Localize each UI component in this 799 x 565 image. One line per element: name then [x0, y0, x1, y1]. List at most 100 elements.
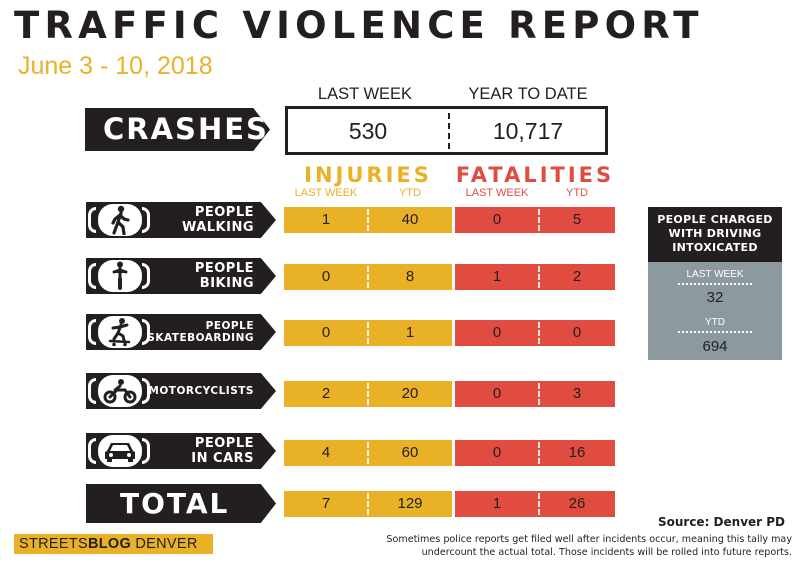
- dui-ytd-value: 694: [702, 338, 728, 355]
- fatalities-last-week-subheader: LAST WEEK: [465, 187, 529, 199]
- row-label-motorcyclists: MOTORCYCLISTS: [86, 373, 276, 409]
- row-line2: MOTORCYCLISTS: [148, 385, 254, 397]
- motorcyclists-injuries-last-week: 2: [284, 381, 368, 407]
- divider: [538, 383, 540, 405]
- cars-injuries-ytd: 60: [368, 440, 452, 466]
- biking-fatalities-last-week: 1: [455, 264, 539, 290]
- motorcycle-icon: [98, 375, 142, 407]
- divider: [367, 209, 369, 231]
- row-line1: PEOPLE: [194, 261, 254, 276]
- dui-panel: PEOPLE CHARGED WITH DRIVING INTOXICATED …: [648, 207, 782, 360]
- bracket-left: [88, 378, 96, 404]
- footnote-line2: undercount the actual total. Those incid…: [421, 547, 792, 558]
- crashes-label: CRASHES: [85, 108, 270, 151]
- cars-injuries-last-week: 4: [284, 440, 368, 466]
- row-text: MOTORCYCLISTS: [148, 373, 254, 409]
- logo-part1: STREETS: [19, 536, 88, 552]
- total-fatalities-ytd: 26: [539, 491, 615, 517]
- row-line2: BIKING: [199, 276, 254, 291]
- cyclist-icon: [98, 260, 142, 292]
- divider: [367, 442, 369, 464]
- row-label-skateboarding: PEOPLE SKATEBOARDING: [86, 314, 276, 350]
- bracket-left: [88, 263, 96, 289]
- injuries-header: INJURIES: [304, 163, 432, 187]
- source-credit: Source: Denver PD: [657, 515, 785, 529]
- row-line1: PEOPLE: [194, 205, 254, 220]
- divider: [538, 209, 540, 231]
- crashes-ytd-header: YEAR TO DATE: [468, 85, 588, 103]
- skateboarding-fatalities-last-week: 0: [455, 320, 539, 346]
- row-line1: PEOPLE: [205, 320, 254, 332]
- skateboarding-injuries-last-week: 0: [284, 320, 368, 346]
- crashes-last-week-header: LAST WEEK: [317, 85, 413, 103]
- dui-last-week-label: LAST WEEK: [686, 269, 744, 280]
- row-text: PEOPLE BIKING: [195, 258, 254, 294]
- streetsblog-logo: STREETSBLOG DENVER: [14, 534, 213, 554]
- bracket-right: [142, 438, 150, 464]
- row-label-cars: PEOPLE IN CARS: [86, 433, 276, 469]
- motorcyclists-fatalities-last-week: 0: [455, 381, 539, 407]
- dui-heading: PEOPLE CHARGED WITH DRIVING INTOXICATED: [648, 207, 782, 262]
- total-fatalities-last-week: 1: [455, 491, 539, 517]
- logo-part2: BLOG: [87, 536, 132, 552]
- dui-heading-line3: INTOXICATED: [672, 241, 758, 254]
- skateboarder-icon: [98, 316, 142, 348]
- divider: [367, 322, 369, 344]
- dui-divider: [678, 283, 752, 285]
- logo-part3: DENVER: [131, 536, 198, 552]
- car-icon: [98, 435, 142, 467]
- bracket-right: [142, 378, 150, 404]
- biking-fatalities-ytd: 2: [539, 264, 615, 290]
- total-label: TOTAL: [86, 484, 276, 523]
- dui-last-week-value: 32: [706, 289, 724, 306]
- dui-heading-line2: WITH DRIVING: [668, 227, 762, 240]
- report-title: TRAFFIC VIOLENCE REPORT: [14, 4, 704, 47]
- pedestrian-icon: [98, 204, 142, 236]
- row-text: PEOPLE WALKING: [182, 202, 254, 238]
- dui-divider: [678, 331, 752, 333]
- row-text: PEOPLE SKATEBOARDING: [147, 314, 254, 350]
- divider: [538, 442, 540, 464]
- bracket-right: [142, 207, 150, 233]
- motorcyclists-fatalities-ytd: 3: [539, 381, 615, 407]
- divider: [538, 322, 540, 344]
- walking-fatalities-ytd: 5: [539, 207, 615, 233]
- report-date: June 3 - 10, 2018: [18, 52, 213, 80]
- row-line2: SKATEBOARDING: [147, 332, 254, 344]
- biking-injuries-last-week: 0: [284, 264, 368, 290]
- footnote: Sometimes police reports get filed well …: [300, 533, 792, 559]
- row-label-walking: PEOPLE WALKING: [86, 202, 276, 238]
- fatalities-header: FATALITIES: [455, 163, 615, 187]
- walking-fatalities-last-week: 0: [455, 207, 539, 233]
- bracket-left: [88, 207, 96, 233]
- bracket-left: [88, 319, 96, 345]
- row-text: PEOPLE IN CARS: [191, 433, 254, 469]
- walking-injuries-ytd: 40: [368, 207, 452, 233]
- cars-fatalities-last-week: 0: [455, 440, 539, 466]
- crashes-last-week-value: 530: [348, 118, 388, 144]
- row-line2: WALKING: [181, 220, 254, 235]
- footnote-line1: Sometimes police reports get filed well …: [386, 534, 792, 545]
- crashes-divider: [448, 113, 450, 149]
- bracket-right: [142, 319, 150, 345]
- walking-injuries-last-week: 1: [284, 207, 368, 233]
- dui-heading-line1: PEOPLE CHARGED: [657, 213, 773, 226]
- total-injuries-last-week: 7: [284, 491, 368, 517]
- motorcyclists-injuries-ytd: 20: [368, 381, 452, 407]
- row-line2: IN CARS: [191, 451, 254, 466]
- dui-ytd-label: YTD: [705, 317, 725, 328]
- divider: [538, 493, 540, 515]
- fatalities-ytd-subheader: YTD: [566, 187, 588, 199]
- row-line1: PEOPLE: [194, 436, 254, 451]
- divider: [367, 266, 369, 288]
- crashes-box: 530 10,717: [285, 106, 608, 155]
- divider: [367, 383, 369, 405]
- bracket-right: [142, 263, 150, 289]
- divider: [367, 493, 369, 515]
- bracket-left: [88, 438, 96, 464]
- injuries-ytd-subheader: YTD: [399, 187, 421, 199]
- skateboarding-injuries-ytd: 1: [368, 320, 452, 346]
- divider: [538, 266, 540, 288]
- cars-fatalities-ytd: 16: [539, 440, 615, 466]
- crashes-ytd-value: 10,717: [492, 118, 564, 144]
